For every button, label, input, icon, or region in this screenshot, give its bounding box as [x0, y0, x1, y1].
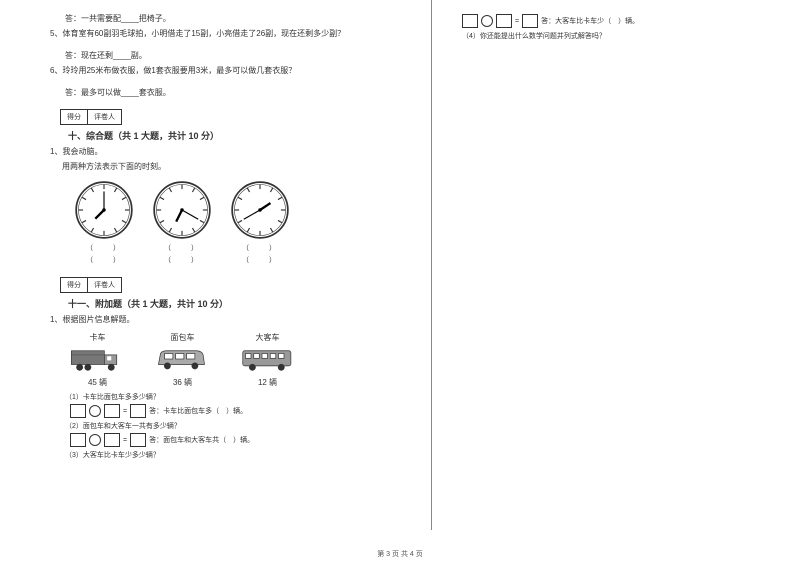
equals: = — [123, 408, 127, 415]
s10-q1-sub: 用两种方法表示下面的时刻。 — [20, 161, 411, 173]
s11-q1: 1、根据图片信息解题。 — [20, 314, 411, 326]
bus-label: 大客车 — [240, 332, 295, 343]
answer-6: 答：最多可以做____套衣服。 — [20, 87, 411, 99]
score-cell-11: 得分 — [60, 277, 88, 293]
clock-1-paren-2: （ ） — [75, 255, 133, 265]
eq-row-3: = 答：大客车比卡车少（ ）辆。 — [462, 14, 780, 28]
score-box-10: 得分 评卷人 — [60, 109, 411, 125]
eq-box — [70, 404, 86, 418]
s10-q1: 1、我会动脑。 — [20, 146, 411, 158]
van-label: 面包车 — [155, 332, 210, 343]
grader-cell: 评卷人 — [87, 109, 122, 125]
left-column: 答：一共需要配____把椅子。 5、体育室有60副羽毛球拍，小明借走了15副，小… — [0, 0, 432, 530]
eq-box — [70, 433, 86, 447]
page-container: 答：一共需要配____把椅子。 5、体育室有60副羽毛球拍，小明借走了15副，小… — [0, 0, 800, 530]
answer-chairs: 答：一共需要配____把椅子。 — [20, 13, 411, 25]
clock-3-paren-2: （ ） — [231, 255, 289, 265]
clock-2-wrap: （ ） （ ） — [153, 181, 211, 267]
right-column: = 答：大客车比卡车少（ ）辆。 （4）你还能提出什么数学问题并列式解答吗？ — [432, 0, 800, 530]
vehicle-van: 面包车 36 辆 — [155, 332, 210, 388]
eq-circle — [89, 405, 101, 417]
truck-label: 卡车 — [70, 332, 125, 343]
answer-5: 答：现在还剩____副。 — [20, 50, 411, 62]
eq-row-2: = 答：面包车和大客车共（ ）辆。 — [70, 433, 411, 447]
score-box-11: 得分 评卷人 — [60, 277, 411, 293]
subq1-ans: 答：卡车比面包车多（ ）辆。 — [149, 406, 247, 416]
eq-circle — [481, 15, 493, 27]
question-5: 5、体育室有60副羽毛球拍，小明借走了15副，小亮借走了26副，现在还剩多少副？ — [20, 28, 411, 40]
clock-3 — [231, 181, 289, 239]
clock-1-wrap: （ ） （ ） — [75, 181, 133, 267]
clocks-row: （ ） （ ） — [75, 181, 411, 267]
eq-row-1: = 答：卡车比面包车多（ ）辆。 — [70, 404, 411, 418]
section-11-title: 十一、附加题（共 1 大题，共计 10 分） — [68, 297, 228, 310]
question-6: 6、玲玲用25米布做衣服，做1套衣服要用3米，最多可以做几套衣服？ — [20, 65, 411, 77]
clock-1-paren-1: （ ） — [75, 243, 133, 253]
eq-box — [104, 433, 120, 447]
subq3-ans: 答：大客车比卡车少（ ）辆。 — [541, 16, 639, 26]
equals: = — [123, 437, 127, 444]
subq-4: （4）你还能提出什么数学问题并列式解答吗？ — [452, 32, 780, 43]
equals: = — [515, 18, 519, 25]
bus-count: 12 辆 — [240, 377, 295, 388]
clock-3-paren-1: （ ） — [231, 243, 289, 253]
eq-box — [130, 433, 146, 447]
clock-2 — [153, 181, 211, 239]
subq-3: （3）大客车比卡车少多少辆？ — [65, 450, 411, 460]
vehicle-bus: 大客车 12 辆 — [240, 332, 295, 388]
subq-1: （1）卡车比面包车多多少辆？ — [65, 392, 411, 402]
section-10-title: 十、综合题（共 1 大题，共计 10 分） — [68, 129, 219, 142]
eq-box — [496, 14, 512, 28]
eq-circle — [89, 434, 101, 446]
eq-box — [104, 404, 120, 418]
eq-box — [522, 14, 538, 28]
subq2-ans: 答：面包车和大客车共（ ）辆。 — [149, 435, 254, 445]
vehicles-row: 卡车 45 辆 面包车 — [70, 332, 411, 388]
van-count: 36 辆 — [155, 377, 210, 388]
section-10-row: 十、综合题（共 1 大题，共计 10 分） — [60, 129, 411, 142]
clock-2-paren-2: （ ） — [153, 255, 211, 265]
page-footer: 第 3 页 共 4 页 — [0, 549, 800, 559]
clock-3-wrap: （ ） （ ） — [231, 181, 289, 267]
eq-box — [130, 404, 146, 418]
bus-icon — [240, 345, 295, 373]
vehicle-truck: 卡车 45 辆 — [70, 332, 125, 388]
clock-1 — [75, 181, 133, 239]
truck-count: 45 辆 — [70, 377, 125, 388]
truck-icon — [70, 345, 125, 373]
van-icon — [155, 345, 210, 373]
section-11-row: 十一、附加题（共 1 大题，共计 10 分） — [60, 297, 411, 310]
score-cell: 得分 — [60, 109, 88, 125]
grader-cell-11: 评卷人 — [87, 277, 122, 293]
subq-2: （2）面包车和大客车一共有多少辆？ — [65, 421, 411, 431]
clock-2-paren-1: （ ） — [153, 243, 211, 253]
eq-box — [462, 14, 478, 28]
